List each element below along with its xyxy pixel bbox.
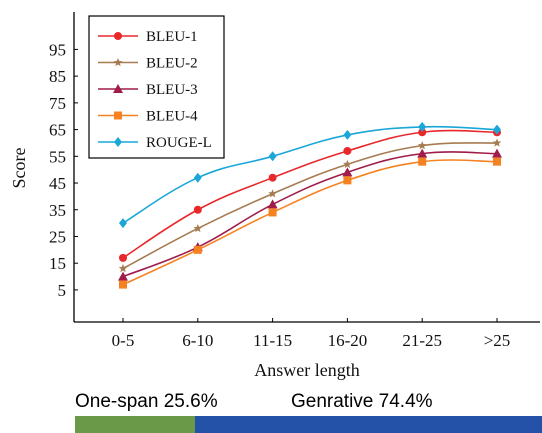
legend-marker-bleu-3 — [113, 84, 123, 93]
legend-marker-rouge-l — [114, 137, 122, 147]
x-tick-label: 21-25 — [402, 331, 442, 350]
one-span-label: One-span 25.6% — [75, 391, 218, 412]
plot-area — [118, 121, 502, 289]
data-point-bleu-2 — [118, 264, 128, 273]
data-point-bleu-1 — [119, 253, 127, 262]
y-tick-label: 5 — [58, 281, 67, 300]
data-point-bleu-2 — [193, 223, 203, 233]
y-tick-label: 55 — [49, 147, 66, 166]
data-point-bleu-4 — [268, 208, 277, 217]
series-line-rouge-l — [122, 125, 498, 224]
data-point-bleu-4 — [193, 245, 202, 254]
legend-label-bleu-4: BLEU-4 — [146, 109, 198, 125]
generative-segment — [194, 416, 542, 433]
data-point-rouge-l — [493, 124, 501, 135]
data-point-bleu-3 — [118, 271, 128, 281]
x-ticks: 0-5 6-10 11-15 16-20 21-25 >25 — [112, 318, 511, 350]
x-tick-label: 0-5 — [112, 331, 135, 350]
x-tick-label: 11-15 — [253, 331, 292, 350]
x-tick-label: >25 — [484, 331, 511, 350]
answer-type-distribution-bar — [75, 416, 542, 433]
series-line-bleu-1 — [122, 129, 498, 259]
y-tick-label: 15 — [49, 254, 66, 273]
legend-label-bleu-1: BLEU-1 — [146, 29, 198, 45]
data-point-rouge-l — [193, 172, 202, 183]
x-tick-label: 6-10 — [182, 331, 213, 350]
axes — [73, 12, 540, 323]
data-point-bleu-4 — [418, 157, 427, 166]
y-tick-label: 25 — [49, 227, 66, 246]
generative-label: Genrative 74.4% — [291, 391, 433, 412]
data-point-bleu-1 — [343, 146, 352, 155]
x-axis-title: Answer length — [254, 360, 359, 380]
legend-marker-bleu-4 — [114, 111, 122, 120]
legend-label-rouge-l: ROUGE-L — [146, 135, 212, 151]
data-point-rouge-l — [119, 218, 127, 229]
y-ticks: 5 15 25 35 45 55 65 75 85 95 — [49, 40, 78, 300]
data-point-bleu-3 — [417, 148, 428, 158]
data-point-rouge-l — [268, 151, 277, 162]
y-axis-title: Score — [9, 147, 29, 188]
data-point-bleu-3 — [267, 199, 278, 209]
y-tick-label: 75 — [49, 94, 66, 113]
x-tick-label: 16-20 — [328, 331, 368, 350]
legend-label-bleu-3: BLEU-3 — [146, 82, 198, 98]
legend-box — [88, 15, 225, 159]
data-point-bleu-1 — [193, 205, 202, 214]
data-point-bleu-4 — [343, 176, 352, 185]
series-bleu-1 — [119, 128, 501, 262]
data-point-bleu-2 — [343, 159, 352, 168]
legend: BLEU-1 BLEU-2 BLEU-3 BLEU-4 ROUGE-L — [88, 15, 225, 159]
series-line-bleu-3 — [122, 151, 498, 278]
y-tick-label: 35 — [49, 201, 66, 220]
legend-marker-bleu-1 — [114, 32, 122, 40]
series-rouge-l — [119, 121, 501, 229]
data-point-bleu-4 — [493, 157, 501, 166]
data-point-bleu-3 — [492, 148, 502, 158]
line-chart: 5 15 25 35 45 55 65 75 85 95 0-5 6-10 11-15 16-20 21-… — [9, 12, 540, 380]
one-span-segment — [75, 416, 195, 433]
data-point-bleu-2 — [492, 138, 502, 147]
data-point-bleu-3 — [342, 167, 353, 177]
data-point-bleu-2 — [417, 141, 427, 150]
legend-marker-bleu-2 — [113, 58, 123, 67]
data-point-rouge-l — [343, 129, 352, 140]
series-bleu-4 — [119, 157, 501, 289]
y-tick-label: 85 — [49, 67, 66, 86]
series-bleu-2 — [118, 138, 502, 273]
y-tick-label: 65 — [49, 121, 66, 140]
y-tick-label: 45 — [49, 174, 66, 193]
y-tick-label: 95 — [49, 40, 66, 59]
legend-label-bleu-2: BLEU-2 — [146, 56, 198, 72]
data-point-bleu-1 — [268, 173, 277, 182]
data-point-bleu-1 — [418, 128, 427, 137]
series-line-bleu-2 — [122, 142, 498, 270]
data-point-bleu-2 — [268, 189, 277, 198]
data-point-rouge-l — [418, 121, 427, 132]
data-point-bleu-4 — [119, 280, 127, 289]
